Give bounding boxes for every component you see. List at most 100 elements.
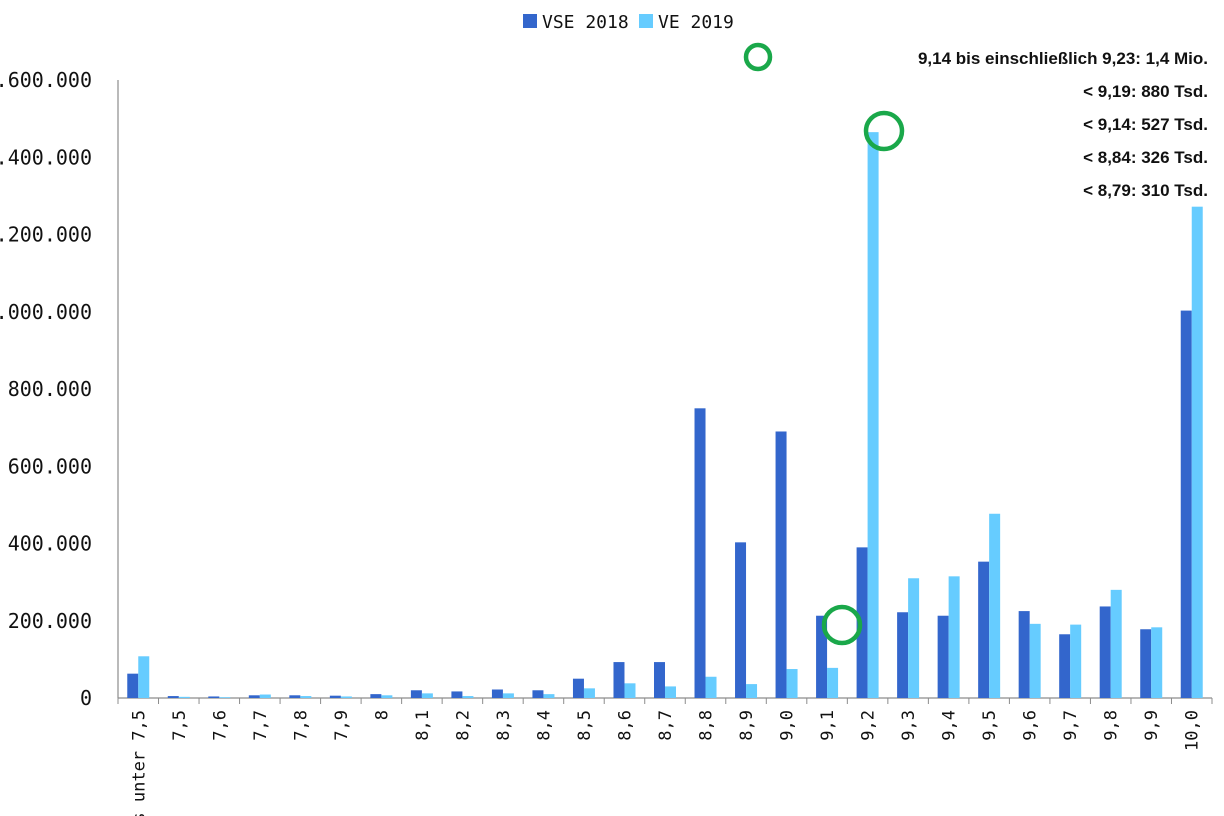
bar-vse-2018 bbox=[167, 696, 179, 698]
x-category-label: 9,4 bbox=[940, 710, 960, 741]
bar-vse-2018 bbox=[410, 690, 422, 698]
highlight-circle-9-2 bbox=[863, 110, 905, 152]
bar-vse-2018 bbox=[775, 431, 787, 698]
bar-ve-2019 bbox=[827, 667, 839, 698]
x-category-label: 9,5 bbox=[980, 710, 1000, 741]
x-category-label: 9,9 bbox=[1142, 710, 1162, 741]
bar-ve-2019 bbox=[989, 513, 1001, 698]
y-tick-label: 1.200.000 bbox=[0, 223, 92, 247]
y-tick-label: 600.000 bbox=[8, 454, 92, 478]
bar-ve-2019 bbox=[1151, 627, 1163, 698]
bar-ve-2019 bbox=[746, 684, 758, 698]
bar-vse-2018 bbox=[613, 662, 625, 698]
bars bbox=[127, 132, 1203, 699]
bar-ve-2019 bbox=[178, 696, 190, 698]
annotation-line-2: < 9,19: 880 Tsd. bbox=[1083, 82, 1208, 101]
x-category-label: 8 bbox=[372, 710, 392, 720]
bar-vse-2018 bbox=[127, 673, 139, 698]
bar-ve-2019 bbox=[1070, 624, 1082, 698]
x-category-label: 9,7 bbox=[1061, 710, 1081, 741]
legend-label-vse-2018: VSE 2018 bbox=[542, 12, 629, 33]
category-labels: bis unter 7,5 7,5 7,6 7,7 7,8 7,9 8 8,1 8,2 8,3 8,… bbox=[129, 710, 1202, 816]
bar-ve-2019 bbox=[381, 695, 393, 698]
x-category-label: 8,1 bbox=[413, 710, 433, 741]
bar-ve-2019 bbox=[300, 696, 312, 698]
bar-vse-2018 bbox=[370, 694, 382, 698]
bar-vse-2018 bbox=[1140, 629, 1152, 698]
annotation-line-3: < 9,14: 527 Tsd. bbox=[1083, 115, 1208, 134]
bar-vse-2018 bbox=[654, 662, 665, 698]
x-category-label: 8,5 bbox=[575, 710, 595, 741]
x-category-label: 9,2 bbox=[859, 710, 879, 741]
bar-ve-2019 bbox=[665, 686, 676, 698]
bar-ve-2019 bbox=[1029, 623, 1041, 698]
bar-vse-2018 bbox=[897, 612, 909, 698]
annotation-line-1: 9,14 bis einschließlich 9,23: 1,4 Mio. bbox=[918, 49, 1208, 68]
x-category-label: bis unter 7,5 bbox=[129, 710, 149, 816]
bar-vse-2018 bbox=[1099, 606, 1111, 698]
y-tick-labels: 0 200.000 400.000 600.000 800.000 1.000.000 1.… bbox=[0, 68, 92, 710]
annotation-line-5: < 8,79: 310 Tsd. bbox=[1083, 181, 1208, 200]
y-tick-label: 1.600.000 bbox=[0, 68, 92, 92]
bar-ve-2019 bbox=[340, 696, 352, 698]
y-tick-label: 400.000 bbox=[8, 532, 92, 556]
bar-ve-2019 bbox=[867, 132, 879, 699]
bar-vse-2018 bbox=[978, 561, 990, 698]
annotation-line-4: < 8,84: 326 Tsd. bbox=[1083, 148, 1208, 167]
bar-vse-2018 bbox=[248, 695, 260, 698]
y-tick-label: 200.000 bbox=[8, 609, 92, 633]
x-category-label: 8,9 bbox=[737, 710, 757, 741]
bar-vse-2018 bbox=[1018, 611, 1030, 698]
x-category-label: 8,6 bbox=[615, 710, 635, 741]
bar-vse-2018 bbox=[532, 690, 544, 698]
bar-ve-2019 bbox=[462, 696, 474, 698]
x-category-label: 9,6 bbox=[1021, 710, 1041, 741]
bar-ve-2019 bbox=[908, 578, 920, 698]
bar-ve-2019 bbox=[502, 693, 514, 698]
x-category-label: 10,0 bbox=[1183, 710, 1203, 751]
annotation-box: 9,14 bis einschließlich 9,23: 1,4 Mio. <… bbox=[743, 42, 1208, 200]
bar-vse-2018 bbox=[451, 691, 463, 698]
legend: VSE 2018 VE 2019 bbox=[523, 12, 734, 33]
bar-vse-2018 bbox=[491, 689, 503, 698]
bar-ve-2019 bbox=[543, 694, 555, 698]
bar-ve-2019 bbox=[948, 576, 960, 698]
x-category-label: 9,3 bbox=[899, 710, 919, 741]
bar-ve-2019 bbox=[624, 683, 636, 698]
x-category-label: 8,3 bbox=[494, 710, 514, 741]
highlight-circle-9-1 bbox=[821, 604, 863, 646]
bar-ve-2019 bbox=[1110, 589, 1122, 698]
bar-ve-2019 bbox=[259, 694, 271, 698]
bar-vse-2018 bbox=[289, 695, 301, 698]
legend-swatch-vse-2018 bbox=[523, 14, 537, 28]
x-category-label: 8,4 bbox=[534, 710, 554, 741]
bar-vse-2018 bbox=[208, 696, 220, 698]
bar-vse-2018 bbox=[572, 678, 584, 698]
y-tick-label: 0 bbox=[80, 686, 92, 710]
x-category-label: 8,8 bbox=[697, 710, 717, 741]
x-category-label: 9,0 bbox=[778, 710, 798, 741]
x-category-label: 8,2 bbox=[453, 710, 473, 741]
bar-vse-2018 bbox=[694, 408, 706, 698]
bar-vse-2018 bbox=[329, 695, 341, 698]
bar-ve-2019 bbox=[138, 656, 150, 698]
bar-ve-2019 bbox=[786, 669, 798, 698]
x-category-label: 9,8 bbox=[1102, 710, 1122, 741]
x-tick-marks bbox=[117, 698, 1213, 704]
legend-label-ve-2019: VE 2019 bbox=[658, 12, 734, 33]
highlight-markers bbox=[821, 110, 905, 646]
bar-vse-2018 bbox=[816, 615, 828, 698]
legend-marker-circle bbox=[743, 42, 773, 72]
x-category-label: 7,6 bbox=[210, 710, 230, 741]
legend-swatch-ve-2019 bbox=[639, 14, 653, 28]
bar-ve-2019 bbox=[421, 693, 433, 698]
y-tick-label: 800.000 bbox=[8, 377, 92, 401]
y-tick-label: 1.000.000 bbox=[0, 300, 92, 324]
x-category-label: 8,7 bbox=[656, 710, 676, 741]
bar-ve-2019 bbox=[705, 676, 717, 698]
x-category-label: 9,1 bbox=[818, 710, 838, 741]
x-category-label: 7,9 bbox=[332, 710, 352, 741]
bar-vse-2018 bbox=[937, 615, 949, 698]
bar-vse-2018 bbox=[1059, 634, 1071, 698]
